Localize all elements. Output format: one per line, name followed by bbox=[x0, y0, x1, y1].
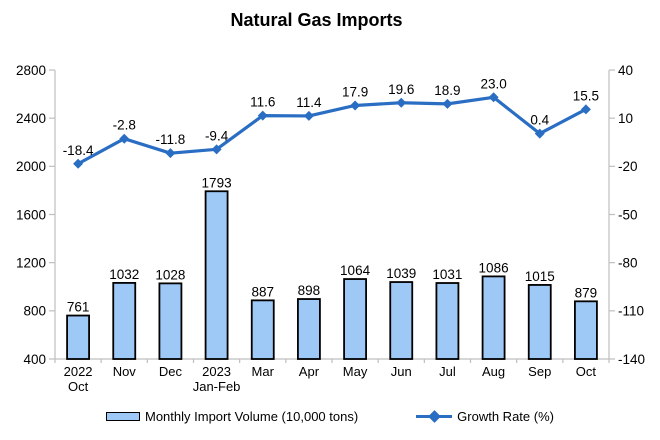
x-axis-label: Jan-Feb bbox=[193, 379, 241, 394]
growth-value-label: 11.6 bbox=[250, 95, 275, 110]
bar bbox=[250, 299, 275, 360]
left-axis-tick-label: 1600 bbox=[16, 207, 46, 222]
legend-item-growth-rate: Growth Rate (%) bbox=[416, 409, 554, 424]
left-axis-tick-label: 400 bbox=[23, 352, 46, 367]
bar-swatch bbox=[106, 411, 140, 421]
left-axis-tick-label: 800 bbox=[23, 304, 46, 319]
left-axis-tick-label: 2000 bbox=[16, 159, 46, 174]
right-axis-tick-label: -110 bbox=[618, 304, 644, 319]
bar-value-label: 1039 bbox=[386, 266, 416, 281]
legend-item-import-volume: Monthly Import Volume (10,000 tons) bbox=[106, 409, 358, 424]
right-axis-tick-label: 40 bbox=[618, 63, 633, 78]
bar bbox=[343, 278, 367, 360]
x-axis-label: 2023 bbox=[202, 364, 231, 379]
bar bbox=[204, 190, 229, 360]
growth-marker-icon bbox=[396, 97, 407, 108]
bar bbox=[527, 284, 552, 360]
bar bbox=[158, 282, 183, 360]
right-axis-tick-label: -80 bbox=[618, 255, 638, 270]
x-axis-label: Jul bbox=[439, 364, 456, 379]
bar-value-label: 1064 bbox=[340, 263, 371, 278]
bar bbox=[574, 300, 598, 360]
line-swatch-diamond-icon bbox=[427, 409, 441, 423]
growth-marker-icon bbox=[534, 128, 545, 139]
bar bbox=[66, 314, 90, 360]
right-axis-tick-label: -140 bbox=[618, 352, 645, 367]
bar-value-label: 1031 bbox=[432, 267, 462, 282]
growth-marker-icon bbox=[211, 144, 222, 155]
growth-value-label: -18.4 bbox=[63, 143, 94, 158]
bar bbox=[389, 281, 414, 360]
growth-marker-icon bbox=[580, 104, 591, 115]
growth-value-label: 23.0 bbox=[480, 76, 506, 91]
bar bbox=[435, 282, 460, 360]
bar bbox=[297, 298, 321, 360]
growth-value-label: 0.4 bbox=[530, 113, 549, 128]
growth-marker-icon bbox=[165, 148, 176, 159]
x-axis-label: Jun bbox=[391, 364, 412, 379]
growth-value-label: 11.4 bbox=[296, 95, 322, 110]
bar-value-label: 1086 bbox=[479, 260, 509, 275]
chart-legend: Monthly Import Volume (10,000 tons) Grow… bbox=[0, 406, 660, 426]
bar-value-label: 879 bbox=[575, 285, 598, 300]
growth-value-label: 19.6 bbox=[388, 82, 414, 97]
right-axis-tick-label: -20 bbox=[618, 159, 638, 174]
bar bbox=[112, 281, 137, 360]
growth-marker-icon bbox=[257, 110, 268, 121]
x-axis-label: Oct bbox=[68, 379, 89, 394]
x-axis-label: Sep bbox=[528, 364, 551, 379]
right-axis-tick-label: -50 bbox=[618, 207, 638, 222]
chart-title: Natural Gas Imports bbox=[230, 10, 403, 30]
growth-value-label: -11.8 bbox=[156, 132, 186, 147]
bar bbox=[481, 275, 506, 360]
x-axis-label: Mar bbox=[252, 364, 275, 379]
bar-value-label: 1032 bbox=[109, 267, 139, 282]
x-axis-label: 2022 bbox=[64, 364, 93, 379]
x-axis-label: Aug bbox=[482, 364, 505, 379]
left-axis-tick-label: 2400 bbox=[16, 111, 46, 126]
growth-value-label: 15.5 bbox=[573, 88, 599, 103]
growth-marker-icon bbox=[73, 158, 84, 169]
left-axis-tick-label: 2800 bbox=[16, 63, 46, 78]
growth-marker-icon bbox=[303, 110, 314, 121]
growth-marker-icon bbox=[119, 133, 130, 144]
x-axis-label: Apr bbox=[299, 364, 320, 379]
growth-line bbox=[76, 95, 588, 166]
left-axis-tick-label: 1200 bbox=[16, 255, 46, 270]
bar-value-label: 1793 bbox=[202, 175, 232, 190]
bar-value-label: 1015 bbox=[525, 269, 555, 284]
x-axis-label: Dec bbox=[159, 364, 183, 379]
x-axis-label: Nov bbox=[113, 364, 137, 379]
growth-value-label: 17.9 bbox=[342, 84, 368, 99]
growth-value-label: -9.4 bbox=[205, 128, 229, 143]
legend-label-growth-rate: Growth Rate (%) bbox=[457, 408, 554, 424]
bar-value-label: 887 bbox=[251, 284, 274, 299]
growth-marker-icon bbox=[488, 92, 499, 103]
right-axis-tick-label: 10 bbox=[618, 111, 633, 126]
growth-value-label: 18.9 bbox=[434, 83, 460, 98]
legend-label-import-volume: Monthly Import Volume (10,000 tons) bbox=[145, 408, 359, 424]
growth-value-label: -2.8 bbox=[113, 118, 136, 133]
growth-marker-icon bbox=[442, 98, 453, 109]
bar-value-label: 1028 bbox=[155, 267, 185, 282]
line-swatch bbox=[416, 409, 453, 423]
x-axis-label: May bbox=[343, 364, 368, 379]
bar-value-label: 761 bbox=[67, 300, 90, 315]
x-axis-label: Oct bbox=[576, 364, 597, 379]
bar-value-label: 898 bbox=[298, 283, 321, 298]
growth-marker-icon bbox=[350, 100, 361, 111]
